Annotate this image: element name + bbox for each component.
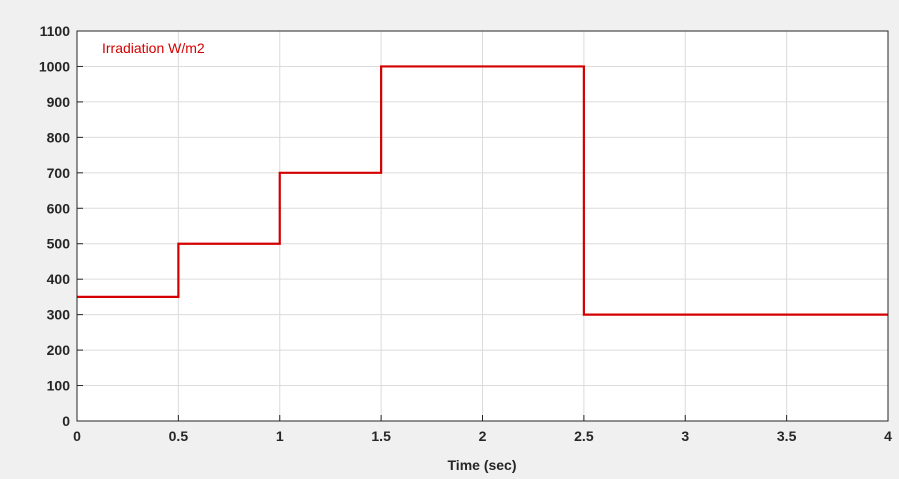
x-tick-label: 1 (276, 428, 284, 444)
y-tick-label: 400 (47, 271, 71, 287)
x-tick-label: 1.5 (371, 428, 391, 444)
x-tick-label: 3 (681, 428, 689, 444)
y-tick-label: 100 (47, 378, 71, 394)
series-label: Irradiation W/m2 (102, 40, 205, 56)
series-line (77, 65, 888, 316)
y-tick-label: 200 (47, 342, 71, 358)
y-tick-label: 1100 (40, 23, 71, 39)
x-tick-label: 2.5 (574, 428, 594, 444)
x-tick-label: 4 (884, 428, 892, 444)
y-tick-label: 700 (47, 165, 71, 181)
x-tick-label: 3.5 (777, 428, 797, 444)
x-axis-label: Time (sec) (448, 457, 517, 473)
series-layer (77, 65, 888, 316)
y-tick-label: 300 (47, 307, 71, 323)
y-tick-label: 1000 (39, 58, 70, 74)
x-tick-label: 0.5 (169, 428, 189, 444)
plot-frame (76, 30, 889, 422)
y-tick-labels: 0 100 200 300 400 500 600 700 800 900 1000 1100 (39, 23, 70, 429)
y-tick-label: 0 (62, 413, 70, 429)
y-tick-label: 900 (47, 94, 71, 110)
x-tick-label: 2 (479, 428, 487, 444)
x-tick-labels: 0 0.5 1 1.5 2 2.5 3 3.5 4 (73, 428, 892, 444)
y-tick-label: 600 (47, 200, 71, 216)
y-tick-label: 500 (47, 236, 71, 252)
y-tick-label: 800 (47, 129, 71, 145)
x-tick-label: 0 (73, 428, 81, 444)
